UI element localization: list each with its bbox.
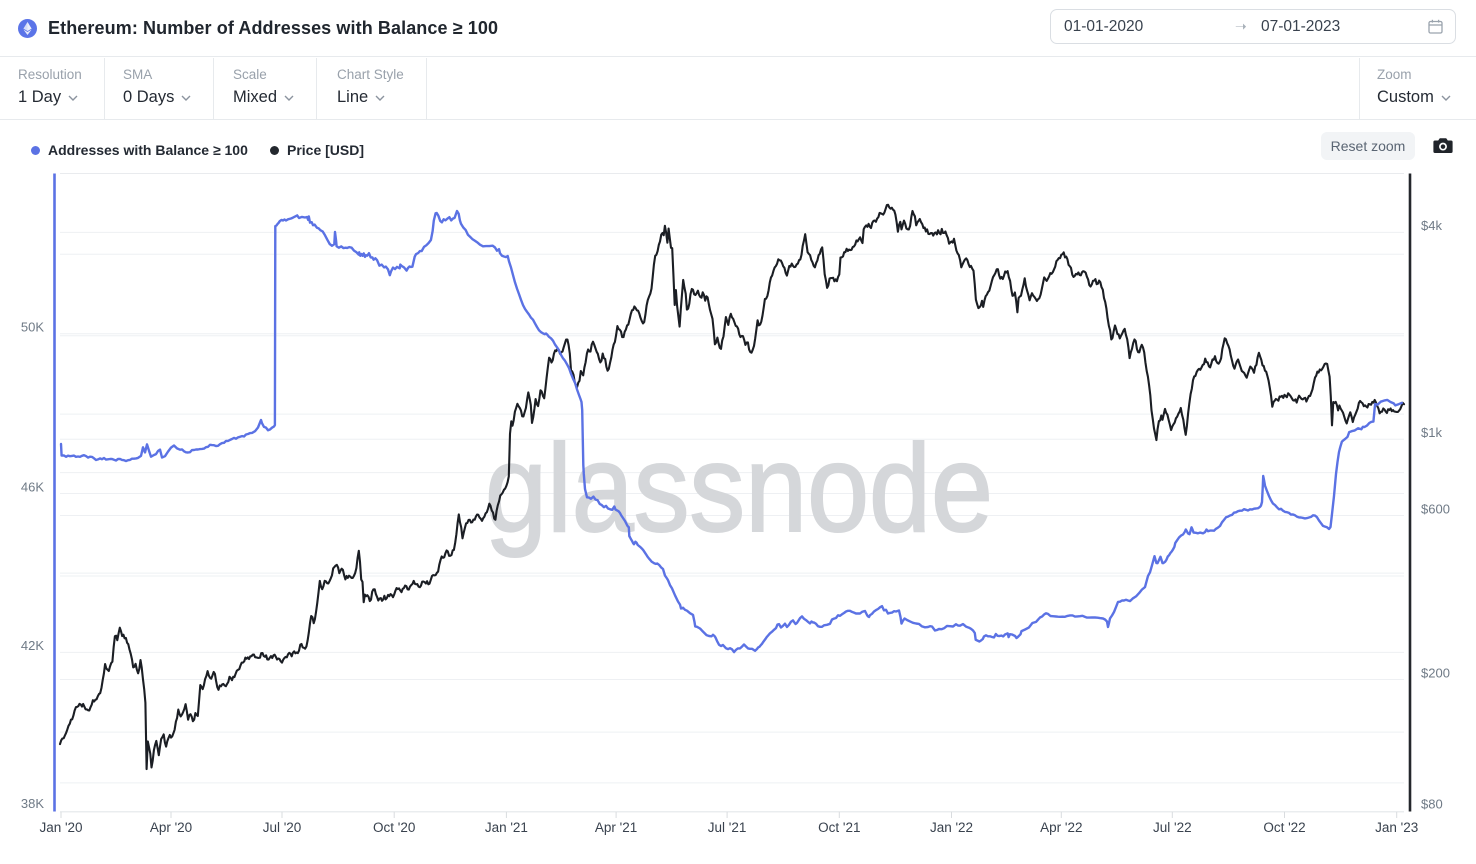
svg-text:$600: $600	[1421, 501, 1450, 516]
svg-text:Oct '20: Oct '20	[373, 820, 415, 835]
svg-text:Jan '20: Jan '20	[39, 820, 82, 835]
svg-text:$80: $80	[1421, 797, 1443, 812]
svg-text:Apr '20: Apr '20	[150, 820, 192, 835]
svg-text:46K: 46K	[21, 479, 44, 494]
svg-text:50K: 50K	[21, 320, 44, 335]
svg-text:38K: 38K	[21, 796, 44, 811]
svg-text:Jan '21: Jan '21	[485, 820, 528, 835]
svg-text:Oct '22: Oct '22	[1263, 820, 1305, 835]
svg-text:$1k: $1k	[1421, 425, 1442, 440]
svg-text:Oct '21: Oct '21	[818, 820, 860, 835]
svg-text:Apr '21: Apr '21	[595, 820, 637, 835]
svg-text:Jul '22: Jul '22	[1153, 820, 1192, 835]
svg-text:glassnode: glassnode	[485, 420, 993, 558]
svg-text:42K: 42K	[21, 638, 44, 653]
svg-text:Jan '23: Jan '23	[1375, 820, 1418, 835]
svg-text:Jul '21: Jul '21	[708, 820, 747, 835]
svg-text:Apr '22: Apr '22	[1040, 820, 1082, 835]
svg-text:Jul '20: Jul '20	[263, 820, 302, 835]
svg-text:$200: $200	[1421, 665, 1450, 680]
svg-text:$4k: $4k	[1421, 218, 1442, 233]
svg-text:Jan '22: Jan '22	[930, 820, 973, 835]
